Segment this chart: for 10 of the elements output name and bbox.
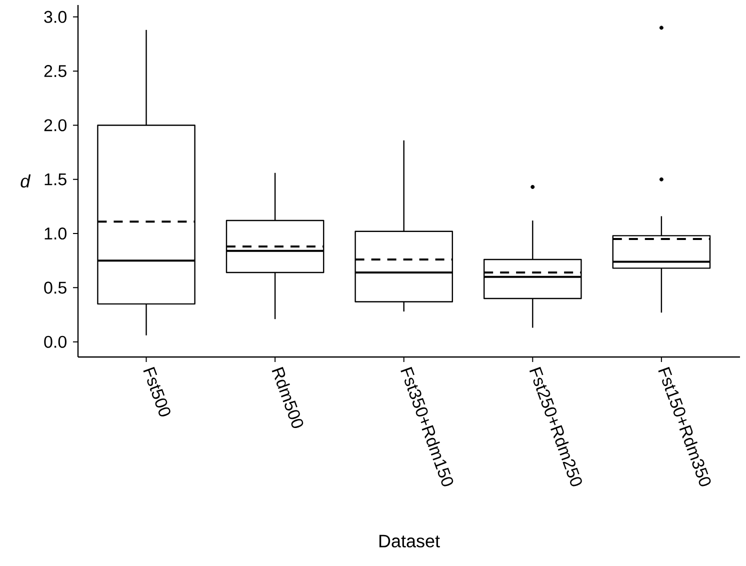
y-tick-label: 0.5 <box>44 282 66 294</box>
y-tick-label: 3.0 <box>44 10 66 23</box>
y-tick-label: 0.0 <box>44 336 66 348</box>
y-axis-title: d <box>20 174 31 188</box>
y-tick-label: 2.0 <box>44 119 66 132</box>
y-tick-label: 1.5 <box>44 173 66 186</box>
x-tick-label: Fst500 <box>143 366 170 416</box>
y-tick-label: 2.5 <box>44 65 66 78</box>
x-axis-title: Dataset <box>379 534 440 548</box>
y-tick-label: 1.0 <box>44 228 66 240</box>
